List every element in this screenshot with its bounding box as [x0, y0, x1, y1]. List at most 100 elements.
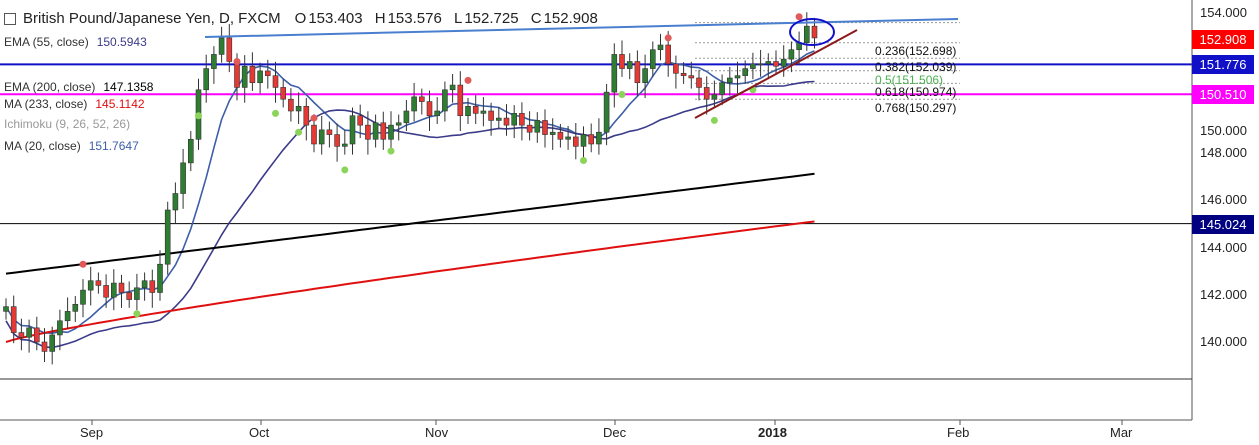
candle-body: [180, 162, 186, 194]
candle-body: [403, 110, 410, 124]
low-label: L: [453, 9, 463, 27]
candle-body: [95, 280, 102, 286]
candle-body: [480, 110, 487, 114]
x-tick-label: Nov: [425, 425, 449, 440]
candle-body: [511, 113, 518, 126]
sar-dot: [133, 310, 141, 318]
indicator-ma233[interactable]: MA (233, close) 145.1142: [4, 97, 145, 111]
candle-body: [503, 117, 510, 126]
candle-body: [457, 84, 464, 117]
candle-body: [234, 61, 240, 88]
candle-body: [341, 143, 348, 147]
candle-body: [26, 327, 32, 338]
candle-body: [703, 87, 710, 100]
fib-label: 0.5(151.506): [875, 73, 944, 87]
candle-body: [611, 54, 618, 93]
y-tick-label: 144.000: [1200, 240, 1247, 255]
candle-body: [111, 282, 117, 298]
sar-dot: [295, 128, 303, 136]
candle-body: [87, 280, 94, 291]
uptrend-line: [694, 29, 858, 119]
high-value: 153.576: [387, 9, 442, 27]
candle-body: [295, 105, 302, 112]
fib-label: 0.618(150.974): [875, 85, 957, 99]
candle-body: [264, 70, 271, 76]
sar-dot: [618, 91, 626, 98]
candle-body: [288, 98, 294, 112]
candle-body: [734, 75, 741, 79]
candle-body: [141, 280, 148, 289]
candle-body: [18, 332, 25, 338]
candle-body: [688, 75, 695, 79]
indicator-label: EMA (200, close): [4, 80, 96, 94]
candle-body: [542, 120, 548, 135]
candle-body: [64, 311, 71, 322]
sar-dot: [195, 112, 202, 120]
candle-body: [10, 306, 17, 333]
indicator-value: 150.5943: [96, 35, 147, 49]
candle-body: [395, 122, 402, 126]
last-price-tag: 152.908: [1192, 30, 1254, 49]
candle-body: [149, 280, 156, 293]
candle-body: [519, 113, 525, 126]
candle-body: [41, 341, 48, 352]
candle-body: [211, 54, 217, 69]
candle-body: [811, 25, 818, 39]
candle-body: [380, 122, 387, 140]
candle-body: [619, 54, 625, 69]
candle-body: [765, 61, 772, 65]
y-tick-label: 140.000: [1200, 334, 1247, 349]
sar-dot: [387, 147, 395, 155]
candlesticks: [3, 12, 818, 365]
fib-label: 0.236(152.698): [875, 44, 957, 58]
indicator-ma20[interactable]: MA (20, close) 151.7647: [4, 139, 139, 153]
collapse-toggle-icon[interactable]: [4, 13, 16, 25]
candle-body: [603, 91, 610, 133]
candle-body: [157, 263, 163, 293]
candle-body: [249, 65, 256, 84]
ema200-line: [5, 172, 815, 275]
candle-body: [57, 320, 63, 336]
candle-body: [696, 77, 702, 88]
candle-body: [472, 105, 479, 114]
ema55-line: [5, 80, 815, 349]
ma20-line: [5, 50, 815, 335]
candle-body: [434, 110, 441, 117]
indicator-ema200[interactable]: EMA (200, close) 147.1358: [4, 80, 153, 94]
candle-body: [565, 136, 571, 140]
candle-body: [241, 65, 248, 88]
sar-dot: [795, 13, 803, 21]
candle-body: [596, 131, 602, 145]
indicator-label: Ichimoku (9, 26, 52, 26): [4, 117, 131, 131]
y-tick-label: 142.000: [1200, 287, 1247, 302]
open-value: 153.403: [308, 9, 363, 27]
candle-body: [3, 306, 9, 312]
candle-body: [665, 44, 672, 65]
x-tick-label: Sep: [80, 425, 104, 440]
y-tick-label: 148.000: [1200, 145, 1247, 160]
candle-body: [750, 63, 756, 69]
candle-body: [164, 209, 171, 265]
indicator-ema55[interactable]: EMA (55, close) 150.5943: [4, 35, 147, 49]
indicator-ichimoku[interactable]: Ichimoku (9, 26, 52, 26): [4, 117, 130, 131]
ma233-line: [5, 220, 815, 343]
sar-dot: [341, 166, 349, 174]
candle-body: [495, 117, 502, 121]
candle-body: [349, 115, 356, 145]
indicator-value: 145.1142: [95, 97, 145, 111]
indicator-value: 147.1358: [103, 80, 154, 94]
candle-body: [188, 138, 194, 164]
candle-body: [103, 285, 109, 298]
candle-body: [218, 37, 225, 55]
candle-body: [488, 110, 494, 121]
sar-dot: [710, 116, 718, 124]
x-tick-label: Oct: [249, 425, 270, 440]
y-tick-label: 154.000: [1200, 5, 1247, 20]
candle-body: [803, 25, 810, 43]
y-tick-label: 150.000: [1200, 123, 1247, 138]
candle-body: [642, 68, 648, 84]
candle-body: [272, 75, 279, 88]
candle-body: [126, 292, 132, 300]
candle-body: [203, 68, 209, 91]
